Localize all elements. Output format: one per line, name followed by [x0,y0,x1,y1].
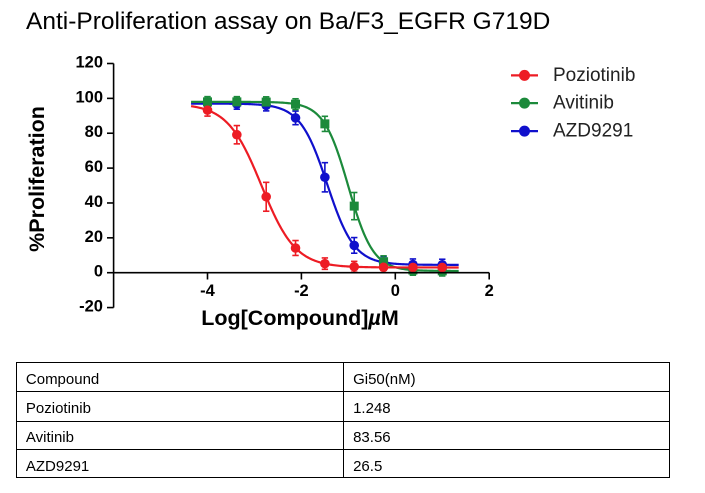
svg-text:AZD9291: AZD9291 [553,121,633,142]
svg-text:Avitinib: Avitinib [553,93,614,114]
svg-text:Poziotinib: Poziotinib [553,65,635,86]
